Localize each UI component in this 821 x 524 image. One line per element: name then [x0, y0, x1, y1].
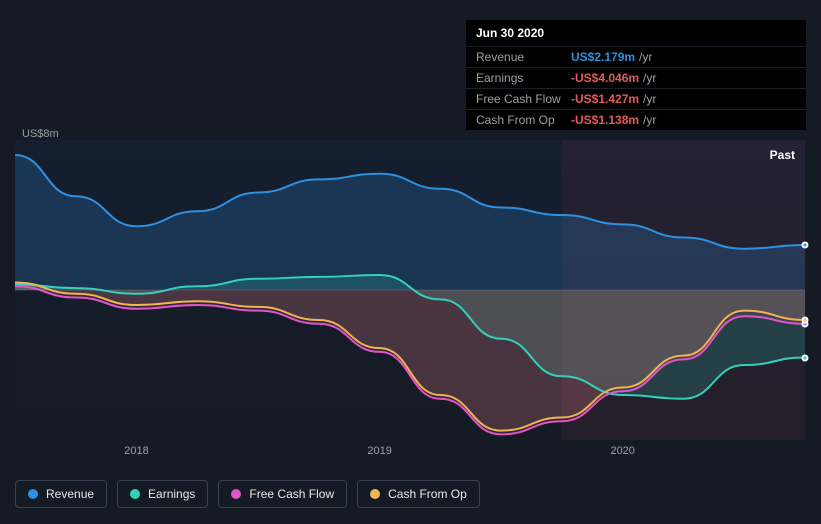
tooltip-row: Free Cash Flow-US$1.427m/yr [466, 88, 806, 109]
x-axis-tick: 2020 [610, 445, 634, 457]
tooltip-row-label: Free Cash Flow [476, 92, 571, 106]
y-axis-label: US$8m [22, 128, 59, 140]
tooltip-row: Earnings-US$4.046m/yr [466, 67, 806, 88]
legend: Revenue Earnings Free Cash Flow Cash From O… [15, 480, 480, 508]
x-axis-tick: 2019 [367, 445, 391, 457]
chart-area[interactable]: Past [15, 140, 805, 440]
series-end-dot-earnings [802, 354, 809, 361]
tooltip-panel: Jun 30 2020 RevenueUS$2.179m/yrEarnings-… [466, 20, 806, 130]
tooltip-row-value: -US$1.138m [571, 113, 639, 127]
legend-item-cfo[interactable]: Cash From Op [357, 480, 480, 508]
tooltip-row-unit: /yr [643, 71, 656, 85]
tooltip-row-value: -US$1.427m [571, 92, 639, 106]
legend-item-label: Free Cash Flow [249, 487, 334, 501]
tooltip-row-label: Revenue [476, 50, 571, 64]
tooltip-row-label: Earnings [476, 71, 571, 85]
tooltip-row-unit: /yr [639, 50, 652, 64]
series-end-dot-revenue [802, 242, 809, 249]
x-axis: 2018 2019 2020 [15, 445, 805, 465]
legend-item-fcf[interactable]: Free Cash Flow [218, 480, 347, 508]
legend-item-label: Cash From Op [388, 487, 467, 501]
series-end-dot-cfo [802, 317, 809, 324]
legend-dot-icon [370, 489, 380, 499]
tooltip-row-value: -US$4.046m [571, 71, 639, 85]
legend-item-label: Revenue [46, 487, 94, 501]
legend-item-revenue[interactable]: Revenue [15, 480, 107, 508]
tooltip-row-value: US$2.179m [571, 50, 635, 64]
x-axis-tick: 2018 [124, 445, 148, 457]
tooltip-row: Cash From Op-US$1.138m/yr [466, 109, 806, 130]
past-label: Past [770, 148, 795, 162]
legend-dot-icon [130, 489, 140, 499]
legend-dot-icon [231, 489, 241, 499]
tooltip-row: RevenueUS$2.179m/yr [466, 46, 806, 67]
tooltip-row-unit: /yr [643, 113, 656, 127]
chart-svg [15, 140, 805, 440]
tooltip-row-unit: /yr [643, 92, 656, 106]
tooltip-date: Jun 30 2020 [466, 20, 806, 46]
tooltip-row-label: Cash From Op [476, 113, 571, 127]
legend-item-earnings[interactable]: Earnings [117, 480, 208, 508]
legend-dot-icon [28, 489, 38, 499]
legend-item-label: Earnings [148, 487, 195, 501]
